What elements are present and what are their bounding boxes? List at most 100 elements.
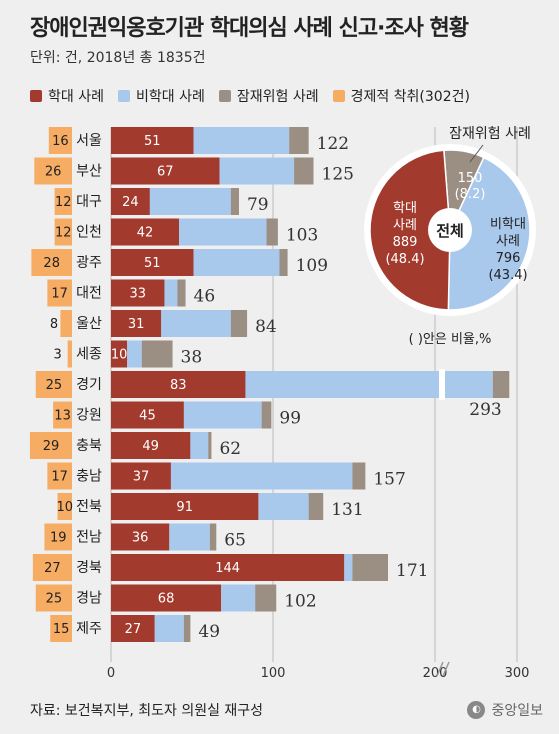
bar-segment-1 (149, 188, 231, 215)
bar-segment-1 (193, 249, 280, 276)
abuse-value-label: 42 (137, 226, 154, 241)
economic-bar (50, 615, 72, 642)
legend-item-non-abuse: 비학대 사례 (117, 86, 205, 106)
region-label: 서울 (76, 133, 102, 149)
abuse-value-label: 68 (158, 592, 175, 607)
region-label: 강원 (76, 408, 102, 424)
total-value-label: 38 (181, 348, 203, 368)
economic-bar (57, 493, 72, 520)
total-value-label: 157 (373, 470, 405, 490)
bar-segment-2 (230, 310, 248, 337)
region-label: 대전 (76, 286, 102, 302)
bar-segment-1 (245, 371, 493, 398)
bar-segment-2 (230, 188, 239, 215)
publisher-logo: ◐ 중앙일보 (467, 700, 543, 720)
region-label: 제주 (76, 621, 102, 637)
region-label: 경북 (76, 560, 102, 576)
pie-slice (447, 156, 531, 311)
abuse-value-label: 51 (144, 256, 161, 271)
pie-callout: 잠재위험 사례 (449, 126, 531, 142)
bar-segment-1 (127, 340, 142, 368)
bar-segment-1 (221, 584, 256, 612)
bar-segment-0 (111, 157, 220, 185)
total-value-label: 65 (224, 531, 246, 551)
bar-segment-1 (190, 432, 209, 459)
bar-segment-0 (111, 615, 155, 642)
bar-segment-0 (111, 188, 150, 215)
economic-bar (34, 157, 72, 185)
bar-segment-0 (111, 584, 222, 612)
axis-break-mark (442, 661, 450, 677)
bar-segment-0 (111, 371, 246, 398)
region-label: 광주 (76, 255, 102, 271)
pie-label-potential-risk: 150 (458, 171, 483, 186)
legend-swatch-non-abuse (117, 90, 130, 102)
economic-bar (35, 371, 72, 398)
bar-segment-0 (111, 523, 170, 551)
x-tick-label: 300 (505, 666, 530, 681)
pie-center (428, 208, 472, 252)
economic-value-label: 28 (43, 256, 60, 271)
x-tick-label: 0 (107, 666, 115, 681)
bar-segment-2 (308, 493, 324, 520)
economic-bar (54, 218, 72, 246)
bar-segment-1 (169, 523, 210, 551)
total-value-label: 293 (469, 400, 501, 420)
x-tick-label: 200 (423, 666, 448, 681)
source-note: 자료: 보건복지부, 최도자 의원실 재구성 (30, 703, 264, 719)
axis-break-gap (439, 369, 445, 400)
economic-bar (47, 462, 72, 490)
region-label: 충남 (76, 469, 102, 485)
bar-segment-2 (289, 127, 309, 154)
abuse-value-label: 49 (142, 439, 159, 454)
region-label: 인천 (76, 225, 102, 241)
pie-center-label: 전체 (436, 222, 464, 240)
total-value-label: 102 (284, 592, 316, 612)
bar-segment-1 (344, 554, 353, 581)
bar-segment-2 (209, 523, 217, 551)
abuse-value-label: 45 (139, 409, 156, 424)
chart-subtitle: 단위: 건, 2018년 총 1835건 (30, 50, 206, 66)
x-tick-label: 100 (261, 666, 286, 681)
legend: 학대 사례 비학대 사례 잠재위험 사례 경제적 착취(302건) (30, 86, 470, 106)
bar-segment-0 (111, 218, 180, 246)
bar-segment-0 (111, 401, 184, 429)
abuse-value-label: 27 (125, 622, 142, 637)
abuse-value-label: 36 (132, 531, 149, 546)
economic-bar (35, 584, 72, 612)
bar-segment-0 (111, 127, 194, 154)
economic-value-label: 3 (54, 348, 62, 363)
bar-segment-2 (141, 340, 173, 368)
legend-label-potential-risk: 잠재위험 사례 (236, 89, 319, 105)
legend-swatch-potential-risk (218, 90, 231, 102)
total-value-label: 49 (198, 622, 220, 642)
economic-bar (53, 401, 72, 429)
bar-segment-0 (111, 279, 165, 307)
economic-value-label: 17 (51, 287, 68, 302)
bar-segment-2 (208, 432, 212, 459)
bar-segment-0 (111, 493, 259, 520)
bar-segment-1 (193, 127, 290, 154)
total-value-label: 103 (286, 226, 318, 246)
region-label: 대구 (76, 194, 102, 210)
region-label: 전남 (76, 530, 102, 546)
pie-label-non-abuse: (43.4) (488, 268, 527, 283)
abuse-value-label: 67 (157, 165, 174, 180)
chart-title: 장애인권익옹호기관 학대의심 사례 신고·조사 현황 (30, 16, 469, 41)
legend-label-non-abuse: 비학대 사례 (135, 89, 205, 105)
bar-segment-0 (111, 340, 128, 368)
bar-segment-1 (258, 493, 309, 520)
economic-value-label: 8 (50, 317, 58, 332)
bar-segment-2 (352, 554, 389, 581)
bar-segment-2 (177, 279, 186, 307)
total-value-label: 171 (396, 561, 428, 581)
bar-segment-1 (170, 462, 353, 490)
economic-value-label: 12 (55, 226, 72, 241)
bar-segment-1 (179, 218, 267, 246)
economic-value-label: 17 (51, 470, 68, 485)
region-label: 부산 (76, 164, 102, 180)
economic-bar (29, 432, 72, 459)
total-value-label: 131 (331, 500, 363, 520)
bar-segment-2 (492, 371, 510, 398)
